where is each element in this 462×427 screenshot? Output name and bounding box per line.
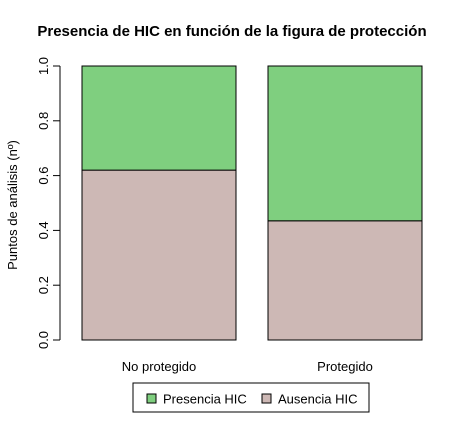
legend-box: [132, 382, 370, 413]
y-axis: 0.0 0.2 0.4 0.6 0.8 1.0: [36, 57, 61, 349]
x-tick-label: Protegido: [317, 359, 373, 374]
bar-protegido-ausencia-hic: [267, 220, 423, 341]
bars: [81, 65, 423, 341]
x-tick-label: No protegido: [122, 359, 196, 374]
legend-swatch-presencia: [146, 393, 157, 404]
bar-protegido-presencia-hic: [267, 65, 423, 222]
y-tick-label: 0.0: [36, 331, 51, 349]
x-axis-labels: No protegido Protegido: [122, 359, 373, 374]
y-tick-label: 0.8: [36, 112, 51, 130]
bar-no-protegido-presencia-hic: [81, 65, 237, 171]
y-axis-label: Puntos de análisis (nº): [5, 140, 20, 270]
y-tick-label: 1.0: [36, 57, 51, 75]
y-tick-label: 0.2: [36, 276, 51, 294]
legend-swatch-ausencia: [261, 393, 272, 404]
chart-title: Presencia de HIC en función de la figura…: [37, 23, 426, 40]
legend: Presencia HIC Ausencia HIC: [132, 382, 370, 413]
bar-no-protegido-ausencia-hic: [81, 169, 237, 341]
legend-label-ausencia: Ausencia HIC: [278, 392, 357, 407]
y-tick-label: 0.4: [36, 221, 51, 239]
y-tick-label: 0.6: [36, 167, 51, 185]
legend-label-presencia: Presencia HIC: [163, 392, 247, 407]
